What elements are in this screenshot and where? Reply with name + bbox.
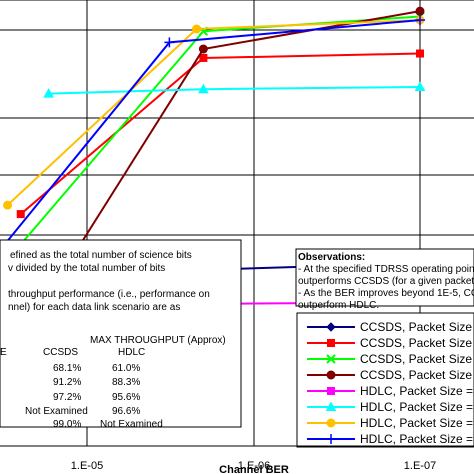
x-tick-label-2: 1.E-06	[238, 460, 270, 472]
col-header-hdlc: HDLC	[118, 347, 145, 358]
row-3-hdlc: 95.6%	[112, 392, 140, 403]
row-5-hdlc: Not Examined	[100, 419, 163, 430]
x-tick-label-1: 1.E-05	[71, 460, 103, 472]
series-6-line	[48, 85, 421, 95]
legend-label-4: CCSDS, Packet Size =	[360, 368, 474, 382]
series-3-line	[19, 15, 421, 246]
series-7-point-2	[191, 24, 201, 34]
legend-label-3: CCSDS, Packet Size =	[360, 352, 474, 366]
row-4-hdlc: 96.6%	[112, 406, 140, 417]
legend-swatch-marker-3-stroke-b	[326, 354, 336, 364]
series-8-point-2	[164, 37, 175, 48]
row-2-hdlc: 88.3%	[112, 377, 140, 388]
legend-swatch-marker-8	[326, 434, 336, 444]
legend-label-1: CCSDS, Packet Size =	[360, 320, 474, 334]
observation-line-1: - At the specified TDRSS operating poin	[298, 264, 474, 275]
legend-swatch-marker-6	[325, 401, 337, 411]
legend-swatch-marker-4	[326, 370, 336, 380]
row-4-ccsds: Not Examined	[25, 406, 88, 417]
x-axis: 1.E-05 1.E-06 1.E-07	[0, 445, 474, 472]
legend-swatch-marker-1	[326, 322, 336, 332]
row-1-ccsds: 68.1%	[53, 363, 81, 374]
row-1-hdlc: 61.0%	[112, 363, 140, 374]
series-4-point-2	[198, 44, 208, 54]
legend: CCSDS, Packet Size = CCSDS, Packet Size =…	[296, 312, 474, 448]
observations-title: Observations:	[298, 252, 365, 263]
row-3-ccsds: 97.2%	[53, 392, 81, 403]
col-header-e: E	[0, 347, 7, 358]
series-2-point-3	[416, 49, 424, 58]
note-line-1: efined as the total number of science bi…	[10, 250, 192, 261]
legend-swatch-marker-3	[326, 354, 336, 364]
legend-label-5: HDLC, Packet Size = 6	[360, 384, 474, 398]
series-4-point-3	[415, 6, 425, 16]
throughput-table-title: MAX THROUGHPUT (Approx)	[90, 335, 226, 346]
note-line-2: v divided by the total number of bits	[8, 263, 165, 274]
series-6-point-3	[414, 81, 426, 91]
series-8-point-3	[415, 15, 425, 26]
row-5-ccsds: 99.0%	[53, 419, 81, 430]
observation-line-4: outperform HDLC.	[298, 300, 379, 311]
note-line-5: nnel) for each data link scenario are as	[8, 302, 180, 313]
observation-line-2: outperforms CCSDS (for a given packet	[298, 276, 474, 287]
series-6-point-1	[43, 88, 54, 98]
series-2-point-1	[16, 210, 25, 219]
observations-box: Observations: - At the specified TDRSS o…	[295, 248, 474, 311]
col-header-ccsds: CCSDS	[43, 347, 78, 358]
x-tick-label-3: 1.E-07	[404, 460, 436, 472]
note-line-4: throughput performance (i.e., performanc…	[8, 289, 210, 300]
series-2-point-2	[199, 53, 208, 62]
legend-swatch-marker-2	[327, 339, 335, 347]
definitions-note-box: efined as the total number of science bi…	[0, 239, 242, 430]
row-2-ccsds: 91.2%	[53, 377, 81, 388]
series-6-point-2	[198, 83, 209, 94]
series-7-point-1	[3, 200, 13, 210]
legend-label-6: HDLC, Packet Size = 2	[360, 400, 474, 414]
observation-line-3: - As the BER improves beyond 1E-5, CC	[298, 288, 474, 299]
legend-label-8: HDLC, Packet Size = 1	[360, 432, 474, 446]
legend-label-7: HDLC, Packet Size = 1	[360, 416, 474, 430]
legend-swatch-marker-7	[326, 418, 336, 428]
legend-label-2: CCSDS, Packet Size =	[360, 336, 474, 350]
legend-swatch-marker-5	[327, 387, 335, 395]
x-axis-title: Channel BER	[219, 464, 289, 474]
series-2-line	[20, 52, 421, 215]
